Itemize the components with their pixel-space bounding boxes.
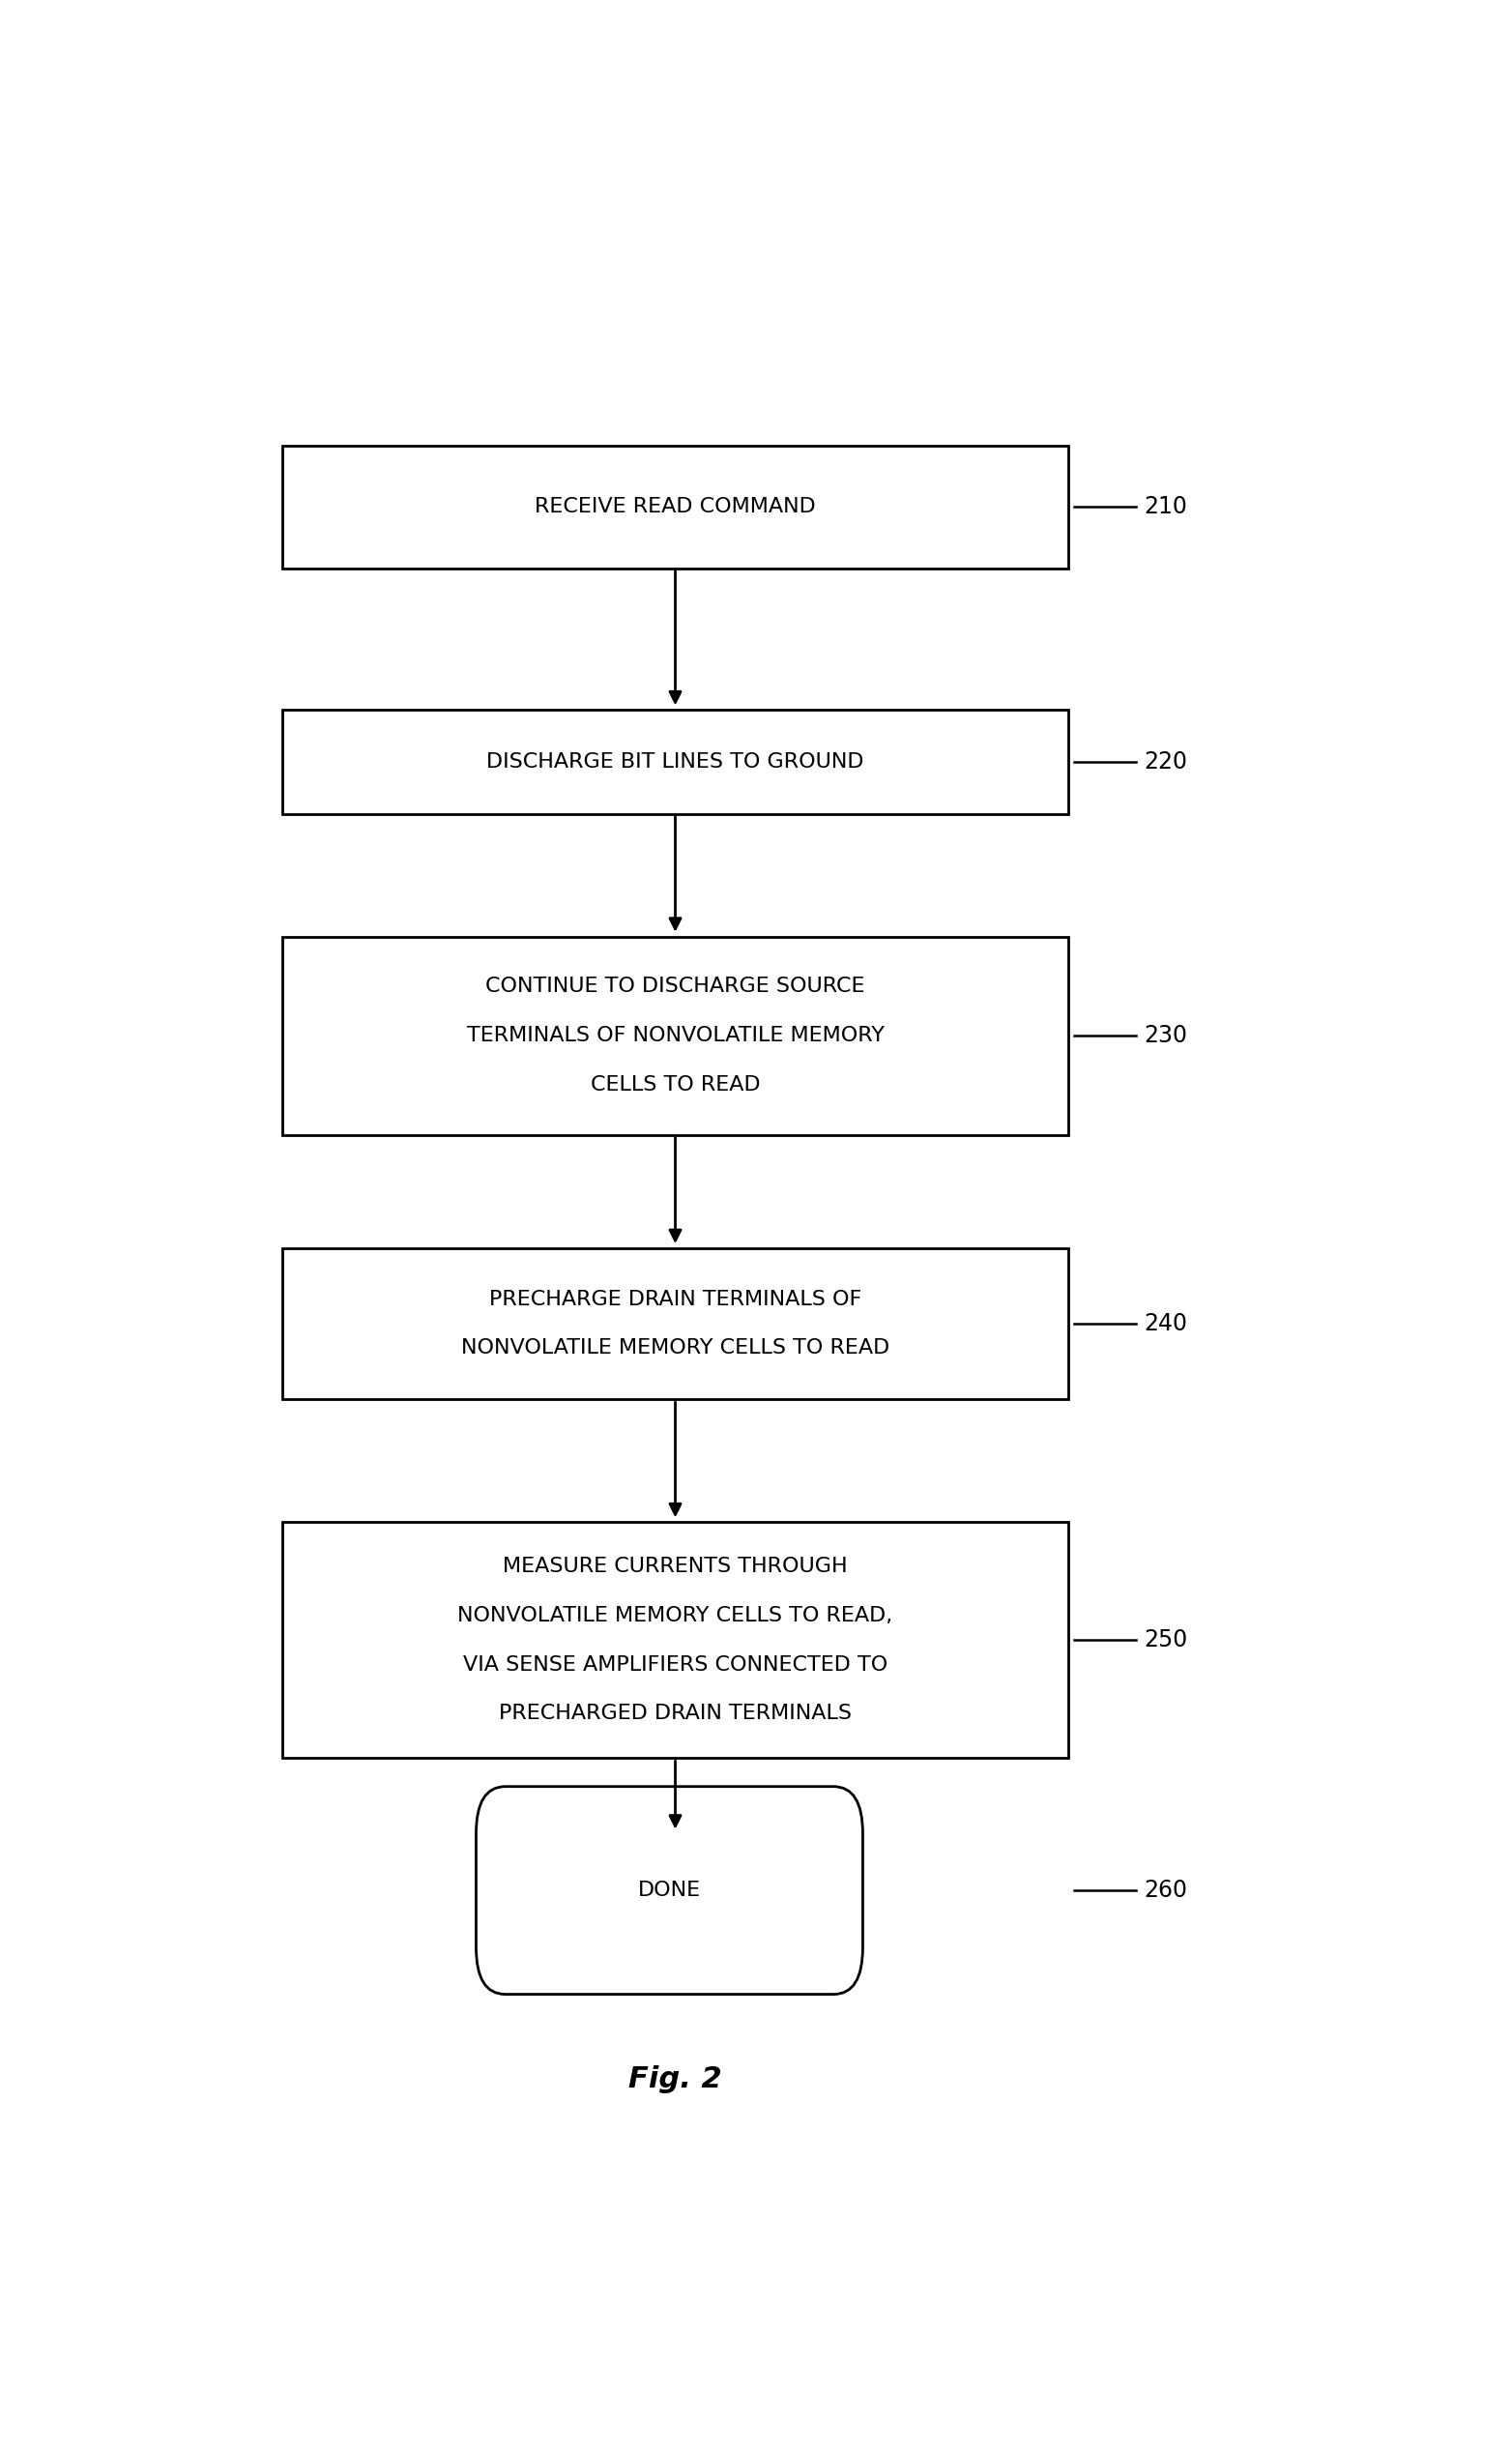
Text: DISCHARGE BIT LINES TO GROUND: DISCHARGE BIT LINES TO GROUND bbox=[487, 753, 863, 773]
Bar bbox=[283, 1249, 1067, 1398]
Text: RECEIVE READ COMMAND: RECEIVE READ COMMAND bbox=[535, 498, 816, 518]
Text: 250: 250 bbox=[1145, 1629, 1188, 1651]
Text: 220: 220 bbox=[1145, 751, 1187, 773]
Text: VIA SENSE AMPLIFIERS CONNECTED TO: VIA SENSE AMPLIFIERS CONNECTED TO bbox=[463, 1656, 888, 1675]
Text: Fig. 2: Fig. 2 bbox=[629, 2065, 723, 2092]
Text: NONVOLATILE MEMORY CELLS TO READ,: NONVOLATILE MEMORY CELLS TO READ, bbox=[458, 1607, 894, 1626]
Text: TERMINALS OF NONVOLATILE MEMORY: TERMINALS OF NONVOLATILE MEMORY bbox=[467, 1025, 885, 1045]
Text: PRECHARGED DRAIN TERMINALS: PRECHARGED DRAIN TERMINALS bbox=[499, 1705, 851, 1724]
Text: DONE: DONE bbox=[638, 1881, 702, 1901]
Text: CELLS TO READ: CELLS TO READ bbox=[590, 1074, 761, 1094]
Text: NONVOLATILE MEMORY CELLS TO READ: NONVOLATILE MEMORY CELLS TO READ bbox=[461, 1339, 889, 1359]
Text: CONTINUE TO DISCHARGE SOURCE: CONTINUE TO DISCHARGE SOURCE bbox=[485, 976, 865, 996]
Text: MEASURE CURRENTS THROUGH: MEASURE CURRENTS THROUGH bbox=[503, 1558, 848, 1577]
Bar bbox=[283, 709, 1067, 814]
Text: 230: 230 bbox=[1145, 1023, 1187, 1047]
Text: 260: 260 bbox=[1145, 1879, 1187, 1901]
Bar bbox=[283, 937, 1067, 1136]
Bar bbox=[283, 1521, 1067, 1759]
FancyBboxPatch shape bbox=[476, 1786, 863, 1994]
Bar bbox=[283, 446, 1067, 569]
Text: PRECHARGE DRAIN TERMINALS OF: PRECHARGE DRAIN TERMINALS OF bbox=[488, 1290, 862, 1310]
Text: 240: 240 bbox=[1145, 1312, 1187, 1334]
Text: 210: 210 bbox=[1145, 496, 1187, 518]
